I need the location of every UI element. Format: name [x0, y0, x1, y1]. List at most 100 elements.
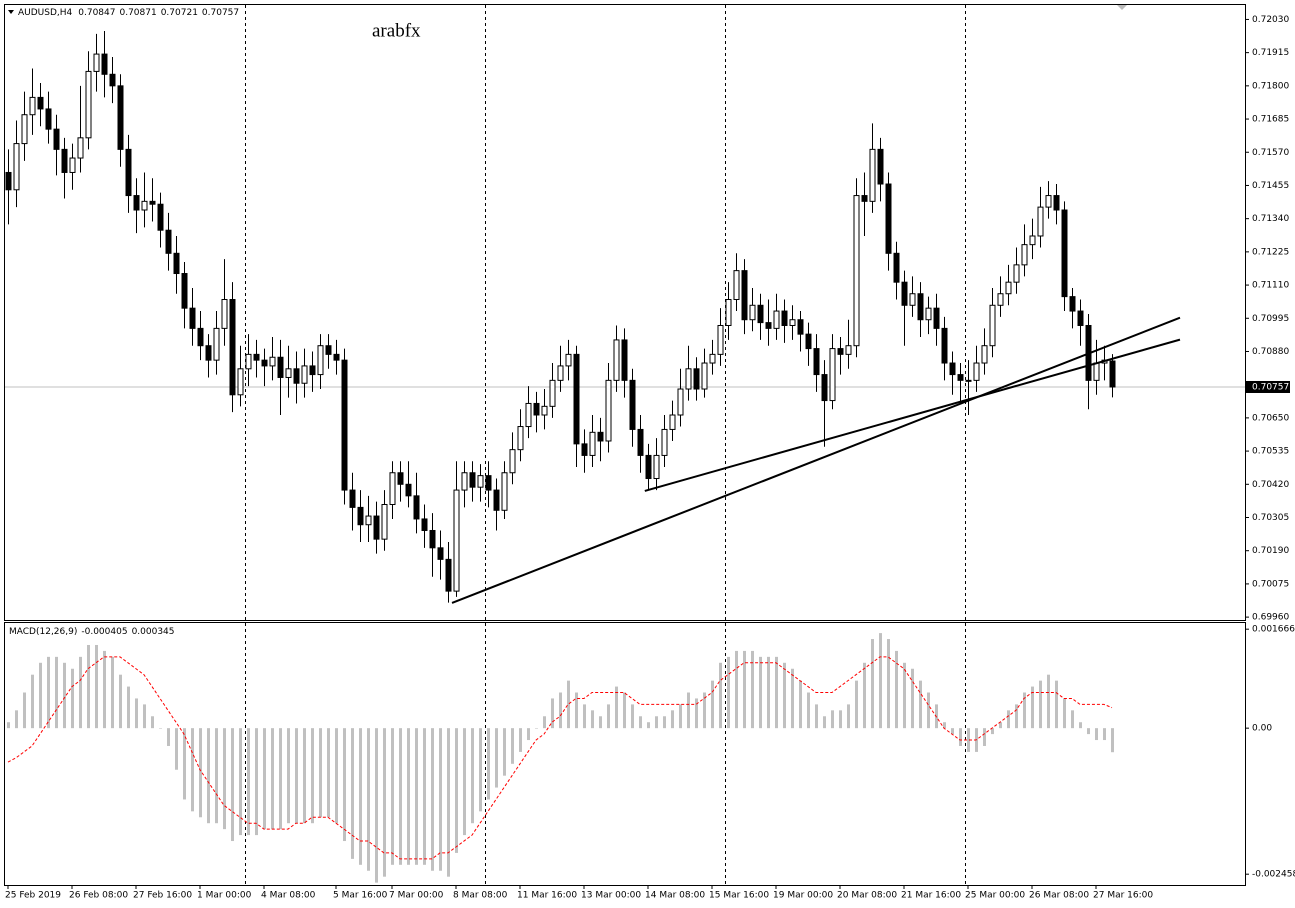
- macd-bar: [151, 716, 154, 729]
- macd-bar: [831, 710, 834, 729]
- macd-bar: [407, 728, 410, 865]
- macd-bar: [415, 728, 418, 865]
- y-tick-label: 0.70420: [1252, 480, 1289, 490]
- macd-bar: [247, 728, 250, 836]
- macd-bar: [911, 668, 914, 729]
- y-tick-label: 0.001666: [1252, 625, 1295, 635]
- macd-bar: [783, 662, 786, 729]
- candle-body: [677, 388, 684, 416]
- macd-bar: [7, 722, 10, 729]
- macd-bar: [191, 728, 194, 812]
- candle-body: [933, 307, 940, 329]
- macd-bar: [311, 728, 314, 824]
- candle-body: [341, 359, 348, 491]
- watermark: arabfx: [372, 20, 421, 41]
- candle-body: [29, 96, 36, 116]
- candle-body: [565, 353, 572, 367]
- candle-body: [493, 489, 500, 511]
- macd-bar: [735, 650, 738, 729]
- macd-bar: [319, 728, 322, 818]
- high: 0.70871: [119, 8, 156, 18]
- y-tick-label: 0.71570: [1252, 148, 1289, 158]
- candle-body: [797, 319, 804, 335]
- candle-body: [405, 483, 412, 497]
- candle-body: [213, 327, 220, 361]
- macd-bar: [207, 728, 210, 824]
- macd-bar: [367, 728, 370, 871]
- macd-bar: [63, 662, 66, 729]
- y-tick-label: 0.72030: [1252, 15, 1289, 25]
- candle-body: [381, 504, 388, 540]
- macd-header: MACD(12,26,9) -0.000405 0.000345: [9, 627, 175, 637]
- macd-bar: [639, 716, 642, 729]
- macd-bar: [647, 722, 650, 729]
- candle-body: [85, 70, 92, 139]
- candle-body: [701, 362, 708, 390]
- x-tick-label: 21 Mar 16:00: [901, 891, 961, 901]
- macd-bar: [863, 662, 866, 729]
- candle-body: [1005, 281, 1012, 295]
- macd-bar: [959, 728, 962, 746]
- macd-bar: [127, 686, 130, 729]
- macd-bar: [327, 728, 330, 818]
- x-tick-label: 15 Mar 16:00: [709, 891, 769, 901]
- low: 0.70721: [161, 8, 198, 18]
- candle-body: [269, 356, 276, 367]
- macd-bar: [303, 728, 306, 824]
- candle-body: [1013, 264, 1020, 283]
- macd-bar: [55, 656, 58, 729]
- candle-body: [253, 353, 260, 361]
- period-separators: [245, 5, 966, 885]
- macd-bar: [751, 650, 754, 729]
- macd-bar: [927, 692, 930, 729]
- macd-bar: [607, 704, 610, 729]
- candle-body: [597, 431, 604, 442]
- candle-body: [317, 345, 324, 376]
- y-tick-label: 0.71110: [1252, 281, 1289, 291]
- x-tick-label: 5 Mar 16:00: [333, 891, 388, 901]
- macd-bar: [839, 710, 842, 729]
- macd-bar: [855, 680, 858, 729]
- y-tick-label: 0.71685: [1252, 115, 1289, 125]
- candle-body: [205, 345, 212, 361]
- macd-bar: [143, 704, 146, 729]
- candle-body: [157, 203, 164, 231]
- signal-line: [7, 656, 1113, 860]
- macd-bar: [39, 662, 42, 729]
- macd-bar: [719, 662, 722, 729]
- candle-body: [813, 348, 820, 376]
- candle-body: [397, 472, 404, 485]
- shift-marker: [1117, 5, 1127, 10]
- candle-body: [1069, 296, 1076, 312]
- candle-body: [197, 327, 204, 347]
- candle-body: [749, 304, 756, 321]
- macd-bar: [71, 668, 74, 729]
- macd-bar: [79, 656, 82, 729]
- macd-bar: [167, 728, 170, 746]
- macd-bar: [903, 662, 906, 729]
- trend-line: [451, 316, 1181, 604]
- macd-bar: [391, 728, 394, 865]
- macd-bar: [895, 650, 898, 729]
- macd-bar: [991, 728, 994, 735]
- macd-bar: [279, 728, 282, 830]
- candle-body: [13, 143, 20, 191]
- candle-body: [165, 229, 172, 254]
- candle-body: [293, 368, 300, 384]
- candle-body: [573, 353, 580, 445]
- candle-body: [229, 299, 236, 396]
- y-tick-label: 0.70075: [1252, 579, 1289, 589]
- candle-body: [461, 472, 468, 491]
- macd-bar: [519, 728, 522, 752]
- x-tick-label: 7 Mar 00:00: [389, 891, 444, 901]
- macd-bar: [223, 728, 226, 830]
- macd-bar: [23, 692, 26, 729]
- macd-bar: [951, 728, 954, 735]
- menu-arrow[interactable]: [8, 10, 14, 14]
- macd-bar: [1079, 722, 1082, 729]
- macd-bar: [599, 716, 602, 729]
- x-tick-label: 26 Feb 08:00: [69, 891, 128, 901]
- macd-bar: [615, 686, 618, 729]
- candle-body: [709, 353, 716, 364]
